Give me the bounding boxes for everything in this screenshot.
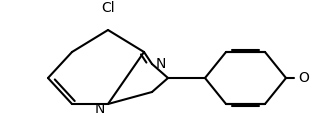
Text: Cl: Cl: [101, 1, 115, 15]
Text: N: N: [95, 102, 106, 116]
Text: O: O: [298, 71, 309, 85]
Text: N: N: [156, 57, 166, 71]
